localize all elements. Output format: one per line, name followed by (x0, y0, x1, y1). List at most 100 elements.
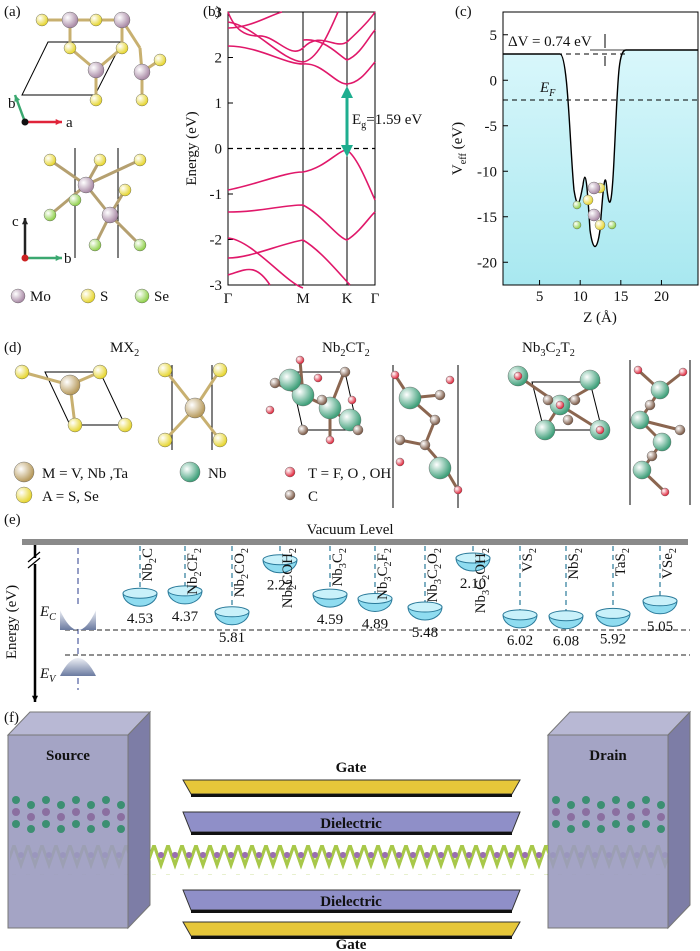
y-tick-label: -1 (210, 187, 223, 203)
material-name: Nb2CF2 (185, 548, 204, 595)
atom (325, 435, 335, 445)
text-part: VS (520, 553, 536, 572)
atom (68, 193, 82, 207)
axis-break (27, 551, 41, 563)
gate (182, 921, 521, 937)
subscript: g (361, 120, 366, 131)
atom (607, 220, 617, 230)
arrow-head (55, 254, 62, 262)
atom (43, 153, 57, 167)
bond (85, 158, 141, 187)
cone-top (502, 609, 538, 621)
electrode-label: Drain (589, 748, 627, 764)
band-curve (227, 239, 351, 286)
atom (59, 374, 81, 396)
conduction-band (60, 604, 96, 629)
axis-name: c (12, 214, 19, 230)
atom (534, 419, 556, 441)
subscript: 2 (383, 548, 394, 553)
value-label: 5.92 (600, 631, 626, 647)
atom (555, 400, 565, 410)
value-label: 5.05 (647, 619, 673, 635)
legend-entry: A = S, Se (42, 489, 99, 505)
subscript: 2 (193, 571, 204, 576)
atom (587, 181, 601, 195)
ec-label: EC (39, 604, 56, 623)
lattice (117, 813, 125, 821)
text-part: =1.59 eV (366, 112, 422, 128)
arrow-head (14, 95, 21, 102)
band-marker (595, 607, 631, 627)
text-part: T (561, 340, 570, 356)
lattice (42, 796, 50, 804)
atom (88, 238, 102, 252)
dielectric-label: Dielectric (320, 816, 382, 832)
band-curve (227, 11, 283, 29)
cone-top (595, 607, 631, 619)
lattice (117, 801, 125, 809)
lattice (27, 825, 35, 833)
subscript: 3 (383, 577, 394, 582)
atom (133, 238, 147, 252)
structure-title: MX2 (110, 340, 139, 359)
band-marker (407, 601, 443, 621)
cone-top (357, 592, 393, 604)
atom (118, 183, 132, 197)
atom (660, 487, 670, 497)
lattice (657, 825, 665, 833)
band-curve (227, 268, 271, 286)
atom (579, 369, 601, 391)
atom (572, 220, 582, 230)
atom (352, 424, 364, 436)
vacuum-level (22, 539, 688, 545)
subscript: 2 (193, 548, 204, 553)
legend-entry: Nb (208, 466, 226, 482)
atom (113, 11, 131, 29)
material-name: Nb2CO2 (232, 548, 251, 597)
atom (295, 355, 305, 365)
lattice (627, 813, 635, 821)
lattice (117, 825, 125, 833)
origin (21, 118, 29, 126)
text-part: CO (232, 553, 248, 574)
lattice (552, 796, 560, 804)
band-marker (262, 554, 298, 574)
atom (179, 461, 201, 483)
atom (630, 410, 650, 430)
text-part: Nb (375, 582, 391, 600)
lattice (57, 825, 65, 833)
atom (650, 380, 670, 400)
lattice (642, 820, 650, 828)
lattice (57, 801, 65, 809)
text-part: E (39, 666, 49, 682)
atom (390, 370, 400, 380)
lattice (12, 796, 20, 804)
atom (453, 485, 463, 495)
atom (157, 432, 173, 448)
axis-name: a (66, 115, 73, 131)
atom (101, 206, 119, 224)
lattice (57, 813, 65, 821)
atom (595, 425, 605, 435)
text-part: Nb (322, 340, 340, 356)
plot-frame (502, 11, 699, 286)
structure-title: Nb2CT2 (322, 340, 370, 359)
subscript: 2 (433, 564, 444, 569)
text-part: Nb (140, 563, 156, 581)
lattice (102, 808, 110, 816)
text-part: Nb (185, 577, 201, 595)
lattice (612, 796, 620, 804)
channel (150, 845, 548, 875)
y-axis-label: Veff (eV) (450, 122, 469, 175)
text-part: Nb (232, 579, 248, 597)
panel-label: (a) (4, 4, 21, 20)
text-part: VSe (660, 553, 676, 579)
atom (135, 93, 149, 107)
fermi-label: EF (539, 80, 556, 99)
gate-edge (191, 936, 512, 939)
material-name: Nb2C (140, 548, 159, 581)
gate-label: Gate (336, 937, 367, 951)
subscript: 2 (340, 348, 345, 359)
lattice (102, 796, 110, 804)
